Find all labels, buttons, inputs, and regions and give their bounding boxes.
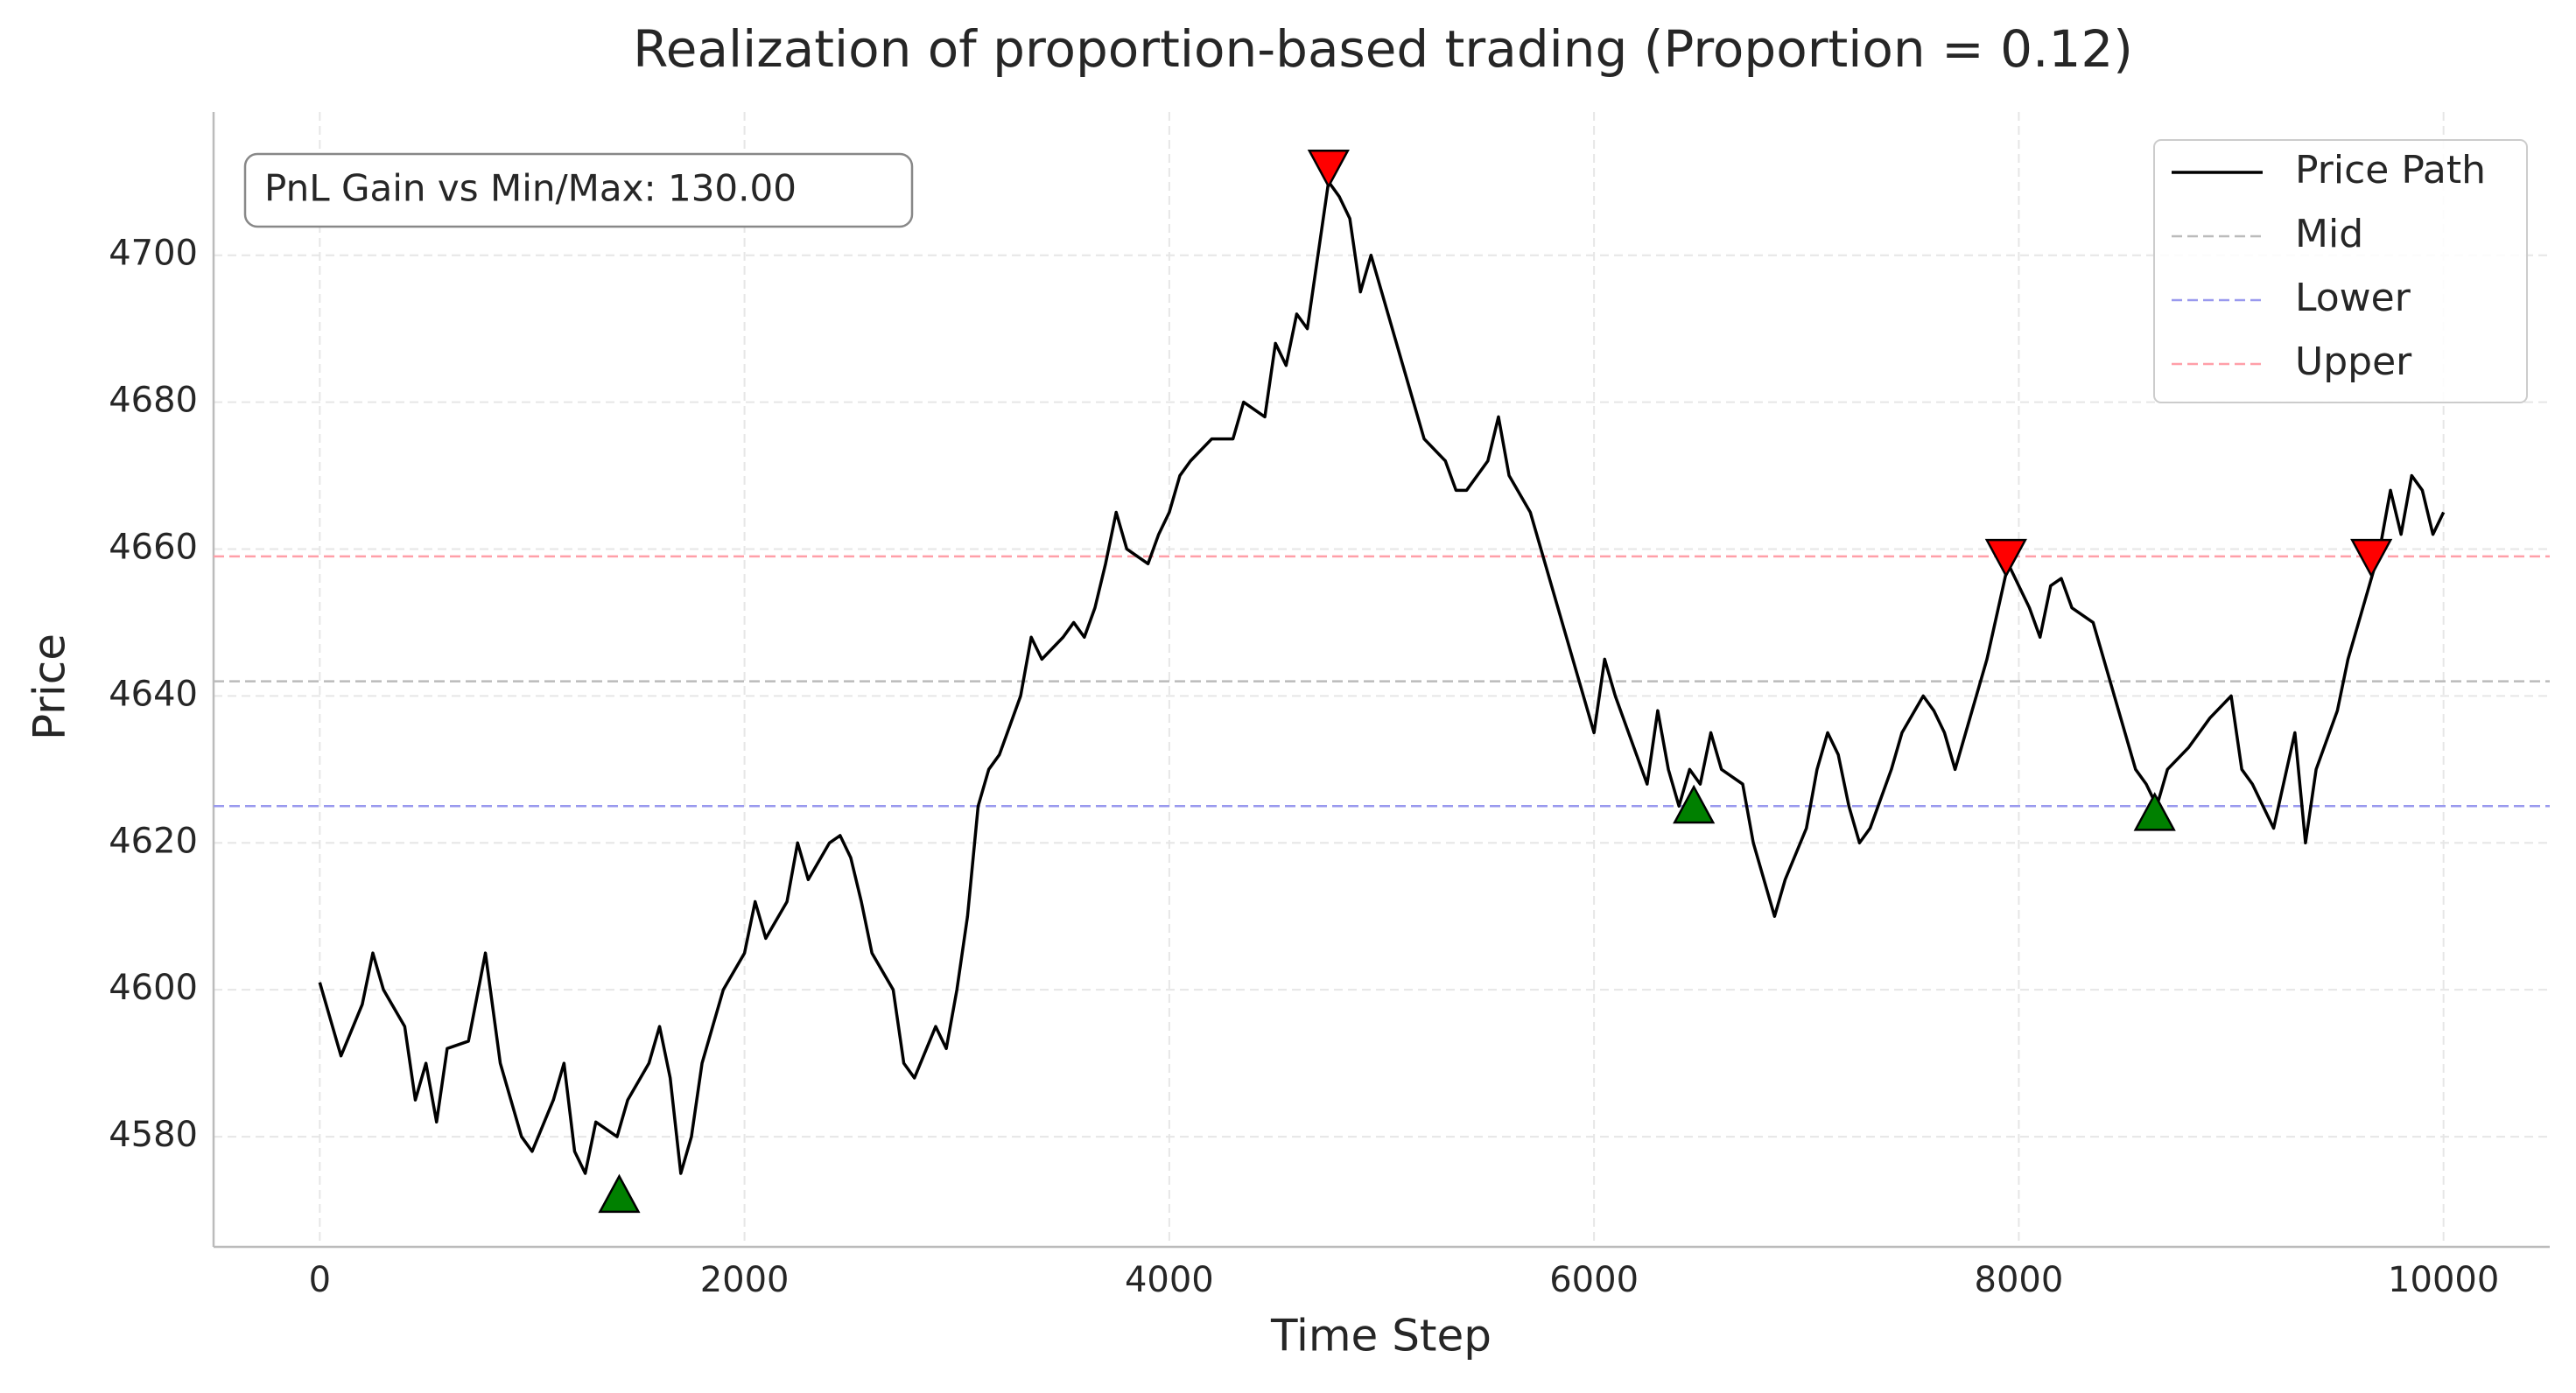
price-line	[318, 180, 2446, 1175]
x-tick-label: 10000	[2388, 1260, 2499, 1300]
legend-label: Upper	[2295, 340, 2412, 384]
sell-marker	[1307, 150, 1350, 189]
annotation: PnL Gain vs Min/Max: 130.00	[264, 167, 797, 210]
x-tick-label: 8000	[1975, 1260, 2064, 1300]
y-axis-label: Price	[25, 634, 75, 740]
y-tick-label: 4660	[109, 527, 198, 567]
y-tick-label: 4620	[109, 821, 198, 861]
annotation-box	[243, 152, 914, 228]
sell-marker	[1984, 538, 2027, 578]
x-tick-label: 2000	[700, 1260, 790, 1300]
y-tick-label: 4700	[109, 234, 198, 274]
x-tick-label: 6000	[1549, 1260, 1639, 1300]
legend-box	[2153, 139, 2528, 403]
y-tick-label: 4680	[109, 381, 198, 421]
chart-title: Realization of proportion-based trading …	[633, 19, 2133, 79]
legend-label: Mid	[2295, 212, 2363, 256]
y-tick-label: 4640	[109, 674, 198, 714]
sell-marker	[2350, 538, 2393, 578]
legend-label: Price Path	[2295, 148, 2486, 192]
buy-marker	[1673, 784, 1716, 824]
buy-marker	[598, 1173, 641, 1214]
y-tick-label: 4600	[109, 968, 198, 1008]
legend-label: Lower	[2295, 276, 2411, 320]
y-tick-label: 4580	[109, 1115, 198, 1155]
x-axis-label: Time Step	[1270, 1311, 1492, 1362]
buy-marker	[2133, 792, 2176, 831]
x-tick-label: 4000	[1125, 1260, 1214, 1300]
x-tick-label: 0	[309, 1260, 331, 1300]
